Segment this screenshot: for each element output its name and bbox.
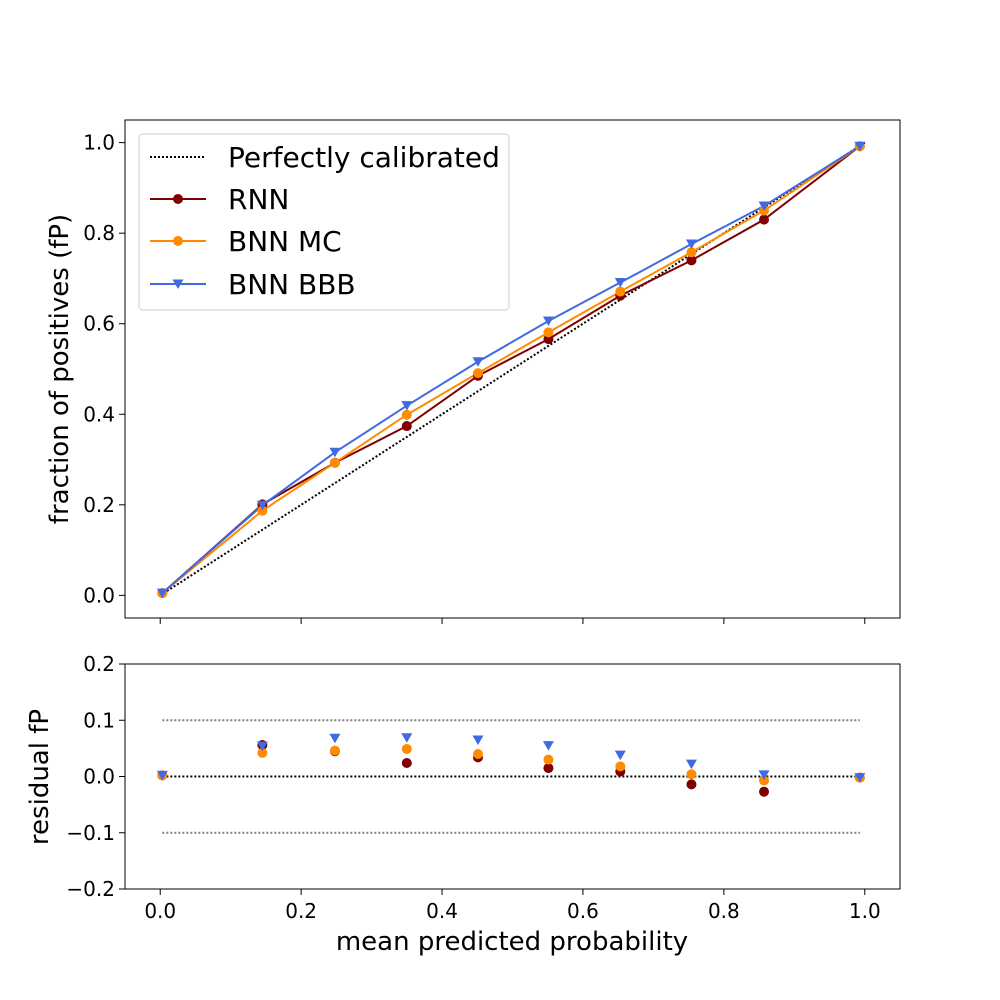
residual-point-bnn-bbb [854, 773, 866, 783]
legend-box [138, 133, 510, 311]
residual-point-bnn-mc [472, 749, 483, 759]
residual-point-rnn [543, 763, 554, 774]
y-tick-label-top: 0.6 [83, 312, 115, 336]
legend: Perfectly calibrated RNN BNN MC BNN BBB [138, 133, 510, 311]
point-bnn-mc [686, 247, 697, 258]
point-bnn-bbb [614, 278, 626, 288]
point-rnn [686, 255, 697, 266]
residual-point-bnn-bbb [614, 750, 626, 761]
point-bnn-bbb [156, 588, 168, 599]
residual-point-bnn-bbb [758, 770, 770, 780]
residual-point-bnn-mc [686, 769, 697, 780]
legend-label-perfect: Perfectly calibrated [228, 141, 500, 174]
point-bnn-mc [401, 409, 412, 420]
residual-point-rnn [759, 786, 770, 797]
calibration-plot-frame [124, 119, 901, 619]
point-rnn [401, 421, 412, 432]
point-bnn-bbb [542, 316, 554, 327]
residual-point-rnn [401, 758, 412, 768]
point-bnn-bbb [472, 357, 484, 367]
x-tick-label: 0.4 [426, 899, 458, 923]
x-tick-label: 0.8 [708, 899, 740, 923]
y-tick-label-bottom: −0.2 [66, 877, 115, 901]
residual-point-bnn-bbb [542, 741, 554, 751]
legend-marker-bnn-mc [173, 236, 183, 246]
residual-point-rnn [686, 779, 697, 790]
x-tick-label: 0.6 [567, 899, 599, 923]
residual-point-bnn-mc [257, 747, 268, 758]
y-axis-label-bottom: residual fP [25, 709, 55, 845]
residual-point-bnn-mc [543, 754, 554, 765]
point-bnn-bbb [329, 447, 341, 458]
y-tick-label-bottom: 0.1 [83, 708, 115, 732]
point-bnn-bbb [401, 401, 413, 411]
point-bnn-mc [257, 505, 268, 516]
y-tick-label-top: 0.8 [83, 221, 115, 245]
legend-label-bnn-bbb: BNN BBB [228, 268, 356, 301]
y-tick-label-bottom: 0.2 [83, 652, 115, 676]
residual-point-bnn-bbb [685, 759, 697, 770]
point-bnn-bbb [256, 500, 268, 511]
series-line-bnn-bbb [161, 145, 861, 594]
point-bnn-mc [543, 327, 554, 338]
y-tick-label-top: 0.2 [83, 493, 115, 517]
y-tick-label-top: 0.4 [83, 402, 115, 426]
legend-marker-rnn [173, 194, 183, 204]
series-line-rnn [161, 145, 861, 594]
point-rnn [759, 214, 770, 225]
x-tick-label: 0.0 [144, 899, 176, 923]
residual-point-bnn-mc [615, 761, 626, 772]
legend-label-rnn: RNN [228, 183, 289, 216]
point-bnn-mc [615, 286, 626, 297]
residual-panel: −0.2 −0.1 0.0 0.1 0.2 0.0 0.2 0.4 0.6 0.8 1.0 resi… [25, 652, 901, 957]
x-axis-label: mean predicted probability [336, 927, 688, 957]
perfectly-calibrated-line [159, 141, 866, 597]
residual-point-bnn-mc [401, 743, 412, 754]
point-bnn-mc [329, 457, 340, 468]
y-tick-label-bottom: 0.0 [83, 765, 115, 789]
legend-marker-bnn-bbb [172, 279, 184, 289]
point-bnn-bbb [758, 201, 770, 212]
residual-point-bnn-mc [329, 745, 340, 756]
residual-point-bnn-bbb [401, 733, 413, 743]
x-tick-label: 0.2 [285, 899, 317, 923]
residual-point-bnn-bbb [256, 741, 268, 752]
point-bnn-mc [472, 368, 483, 379]
x-tick-label: 1.0 [849, 899, 881, 923]
y-tick-label-bottom: −0.1 [66, 821, 115, 845]
residual-point-bnn-bbb [156, 770, 168, 781]
residual-point-bnn-bbb [329, 733, 341, 744]
point-bnn-bbb [854, 141, 866, 152]
y-axis-label-top: fraction of positives (fP) [45, 214, 75, 524]
calibration-panel: 0.0 0.2 0.4 0.6 0.8 1.0 fraction of positives… [45, 119, 901, 624]
point-bnn-bbb [685, 239, 697, 250]
legend-label-bnn-mc: BNN MC [228, 225, 342, 258]
residual-point-bnn-bbb [472, 735, 484, 745]
y-tick-label-top: 0.0 [83, 583, 115, 607]
series-line-bnn-mc [161, 145, 861, 594]
residual-point-bnn-mc [759, 775, 770, 786]
y-tick-label-top: 1.0 [83, 131, 115, 155]
